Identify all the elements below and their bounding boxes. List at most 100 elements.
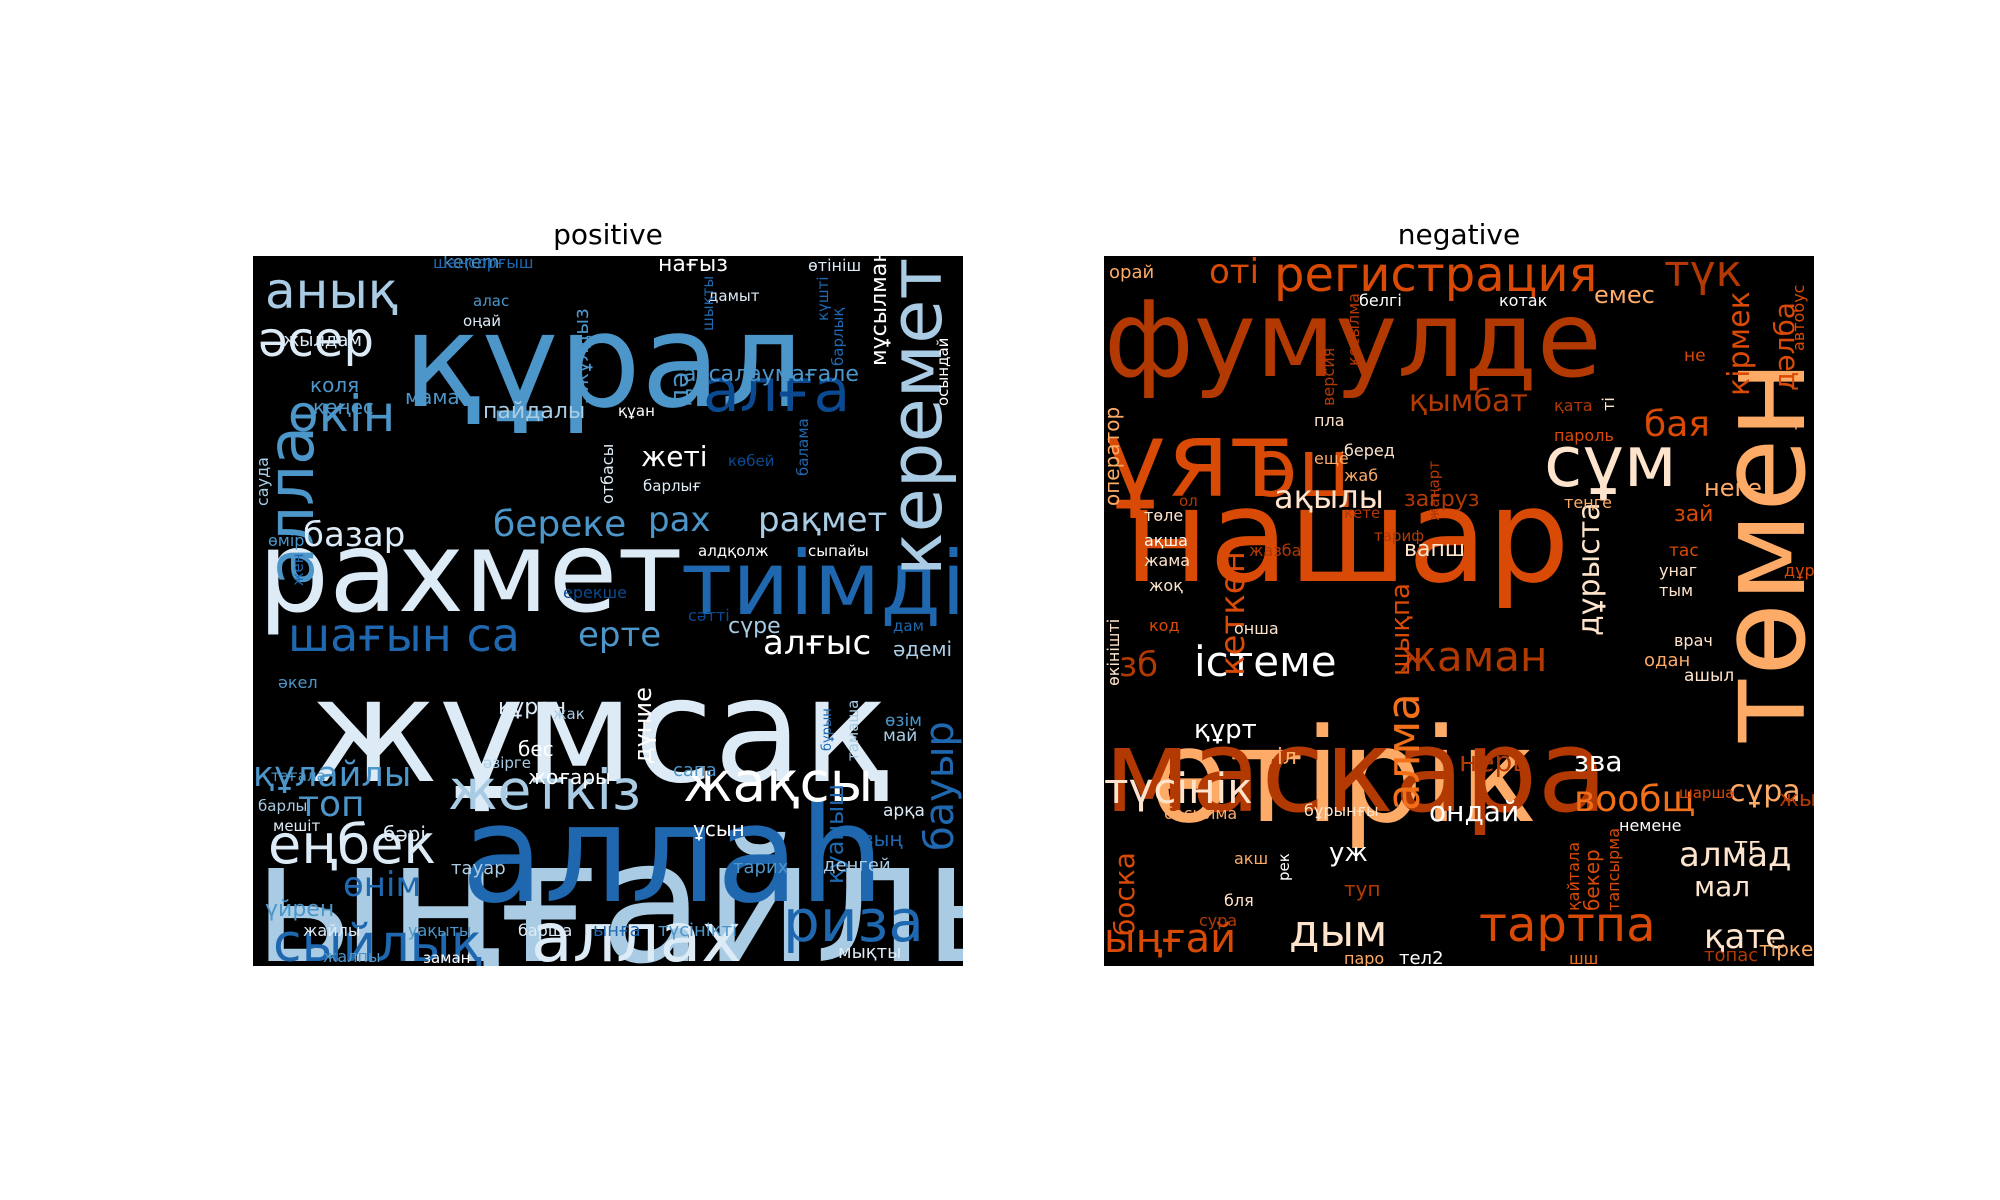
positive-word-85: құан bbox=[618, 402, 655, 420]
positive-word-2: аллаһ bbox=[461, 776, 885, 933]
negative-word-17: ақылы bbox=[1274, 478, 1384, 516]
positive-word-89: шықты bbox=[699, 276, 717, 331]
positive-word-41: жылдам bbox=[283, 330, 362, 351]
negative-word-28: алмад bbox=[1679, 835, 1792, 875]
negative-word-52: басылма bbox=[1164, 804, 1237, 823]
negative-word-70: ещё bbox=[1314, 449, 1349, 468]
negative-word-66: котак bbox=[1499, 291, 1548, 310]
negative-word-35: тіл bbox=[1264, 745, 1297, 770]
negative-word-47: автобус bbox=[1789, 285, 1808, 351]
negative-word-31: ондай bbox=[1429, 795, 1519, 828]
negative-word-3: маскара bbox=[1104, 705, 1608, 839]
positive-word-16: алға bbox=[703, 356, 850, 426]
positive-word-49: сапа bbox=[673, 760, 717, 781]
positive-word-75: отбасы bbox=[598, 444, 617, 504]
negative-word-15: алма bbox=[1377, 693, 1430, 811]
negative-word-39: шықпа bbox=[1386, 583, 1416, 676]
negative-word-55: акш bbox=[1234, 849, 1268, 868]
negative-word-43: туп bbox=[1344, 877, 1381, 901]
positive-wordcloud: ыңғайлыаллаһжұмсақ құрал рахметтиімдікерем… bbox=[253, 256, 963, 966]
negative-word-77: тир bbox=[1774, 411, 1804, 430]
positive-word-6: тиімді bbox=[681, 532, 963, 635]
positive-word-81: өтініш bbox=[808, 256, 861, 275]
positive-word-38: коля bbox=[310, 373, 359, 397]
negative-word-20: кеткен bbox=[1213, 551, 1253, 676]
positive-word-23: құлайлы bbox=[253, 755, 411, 795]
positive-word-59: жайлы bbox=[303, 921, 360, 940]
negative-word-97: өкінішті bbox=[1104, 619, 1123, 686]
negative-word-71: жаб bbox=[1344, 466, 1378, 485]
negative-word-29: вообщ bbox=[1574, 779, 1695, 820]
negative-word-68: версия bbox=[1319, 348, 1338, 406]
negative-word-82: тым bbox=[1659, 581, 1693, 600]
negative-word-41: тг bbox=[1734, 832, 1761, 860]
positive-word-5: рахмет bbox=[258, 508, 683, 638]
positive-word-33: дүние bbox=[629, 687, 657, 764]
negative-word-78: теңге bbox=[1564, 493, 1612, 512]
positive-word-8: алла bbox=[255, 426, 329, 586]
positive-word-51: ерекше bbox=[563, 583, 627, 602]
negative-word-5: фумулде bbox=[1104, 279, 1602, 401]
negative-word-83: дұрыс bbox=[1784, 561, 1814, 580]
positive-word-67: тағала bbox=[271, 767, 326, 785]
positive-word-42: kerem bbox=[443, 256, 499, 273]
negative-word-72: беред bbox=[1344, 441, 1395, 460]
positive-word-92: тамаша bbox=[844, 700, 862, 761]
positive-word-53: бәрі bbox=[383, 822, 426, 846]
negative-word-60: тел2 bbox=[1399, 948, 1444, 966]
positive-word-22: рақмет bbox=[758, 500, 887, 540]
negative-word-10: түк bbox=[1664, 256, 1742, 297]
positive-word-36: жеті bbox=[641, 440, 708, 473]
positive-word-1: ыңғайлы bbox=[253, 804, 963, 966]
positive-word-43: нағыз bbox=[658, 256, 728, 277]
negative-word-84: врач bbox=[1674, 631, 1713, 650]
positive-wordcloud-svg: ыңғайлыаллаһжұмсақ құрал рахметтиімдікерем… bbox=[253, 256, 963, 966]
negative-word-1: нашар bbox=[1124, 460, 1570, 612]
positive-word-62: ынға bbox=[593, 920, 641, 941]
positive-word-19: өкін bbox=[288, 385, 395, 443]
positive-word-12: риза bbox=[783, 887, 924, 955]
negative-word-64: орай bbox=[1109, 262, 1154, 283]
negative-word-51: немене bbox=[1619, 816, 1682, 835]
positive-word-54: ұсын bbox=[693, 817, 745, 841]
negative-word-42: боска bbox=[1108, 852, 1141, 936]
positive-word-87: балама bbox=[794, 418, 812, 476]
positive-word-3: жұмсақ bbox=[308, 647, 890, 816]
negative-word-88: тариф bbox=[1374, 527, 1424, 545]
negative-word-61: топас bbox=[1704, 945, 1758, 966]
negative-word-18: дым bbox=[1289, 906, 1387, 957]
positive-word-65: жалпы bbox=[323, 947, 381, 966]
positive-word-91: күшті bbox=[814, 276, 832, 321]
positive-word-70: әкел bbox=[278, 673, 318, 692]
positive-word-47: жоғары bbox=[528, 765, 611, 789]
positive-word-35: 5жұлдыз bbox=[569, 308, 593, 404]
negative-word-14: жаман bbox=[1399, 632, 1547, 681]
negative-word-99: шарша bbox=[1679, 784, 1734, 802]
positive-word-24: базар bbox=[303, 515, 405, 555]
positive-word-63: түсінікті bbox=[658, 920, 737, 941]
positive-word-18: сыйлық bbox=[273, 914, 482, 966]
negative-word-16: тартпа bbox=[1479, 897, 1656, 953]
negative-word-34: құрт bbox=[1194, 715, 1257, 745]
negative-word-12: түсінік bbox=[1104, 764, 1253, 813]
negative-word-33: нерв bbox=[1459, 745, 1529, 778]
negative-word-8: сұм bbox=[1544, 421, 1677, 503]
positive-title: positive bbox=[553, 218, 663, 251]
negative-word-94: жоқ bbox=[1149, 576, 1183, 595]
positive-word-20: бауыр bbox=[917, 721, 963, 851]
positive-word-98: жен bbox=[289, 553, 307, 586]
positive-word-58: үйрен bbox=[265, 897, 334, 922]
positive-word-14: анық bbox=[265, 262, 398, 320]
positive-word-82: дамыт bbox=[708, 287, 760, 305]
positive-word-10: жеткіз bbox=[448, 758, 641, 822]
negative-word-85: одан bbox=[1644, 650, 1690, 671]
negative-word-63: шш bbox=[1569, 949, 1598, 966]
negative-word-91: төле bbox=[1144, 506, 1183, 525]
negative-word-38: зб bbox=[1119, 645, 1158, 685]
negative-word-13: істеме bbox=[1194, 637, 1337, 686]
positive-word-73: өмір bbox=[268, 531, 304, 550]
negative-word-11: отi bbox=[1209, 256, 1259, 292]
negative-word-86: ашыл bbox=[1684, 666, 1734, 686]
negative-word-76: ті bbox=[1599, 397, 1618, 411]
negative-word-9: регистрация bbox=[1274, 256, 1597, 303]
